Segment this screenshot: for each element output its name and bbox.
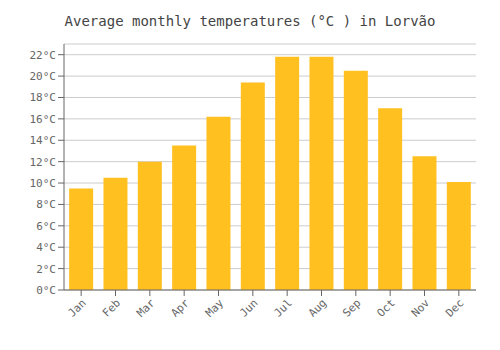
svg-text:Aug: Aug [306,296,329,319]
svg-text:2°C: 2°C [36,263,56,276]
svg-text:16°C: 16°C [30,113,57,126]
svg-text:May: May [203,296,227,320]
svg-text:8°C: 8°C [36,198,56,211]
html-text:Average monthly temperatures (: Average monthly temperatures (°C ) in Lo… [64,13,436,29]
svg-text:Jul: Jul [272,296,295,319]
svg-text:Jun: Jun [237,296,260,319]
svg-text:20°C: 20°C [30,70,57,83]
svg-text:Apr: Apr [169,296,193,320]
svg-text:Sep: Sep [340,296,363,319]
svg-text:4°C: 4°C [36,241,56,254]
svg-text:Jan: Jan [66,296,89,319]
svg-text:Feb: Feb [100,296,123,319]
svg-text:Mar: Mar [134,296,158,320]
svg-text:0°C: 0°C [36,284,56,297]
svg-text:12°C: 12°C [30,156,57,169]
svg-text:Nov: Nov [409,296,433,320]
svg-text:22°C: 22°C [30,49,57,62]
svg-text:10°C: 10°C [30,177,57,190]
svg-text:14°C: 14°C [30,134,57,147]
svg-text:Dec: Dec [443,296,466,319]
svg-text:Oct: Oct [375,296,398,319]
svg-text:18°C: 18°C [30,91,57,104]
svg-text:6°C: 6°C [36,220,56,233]
